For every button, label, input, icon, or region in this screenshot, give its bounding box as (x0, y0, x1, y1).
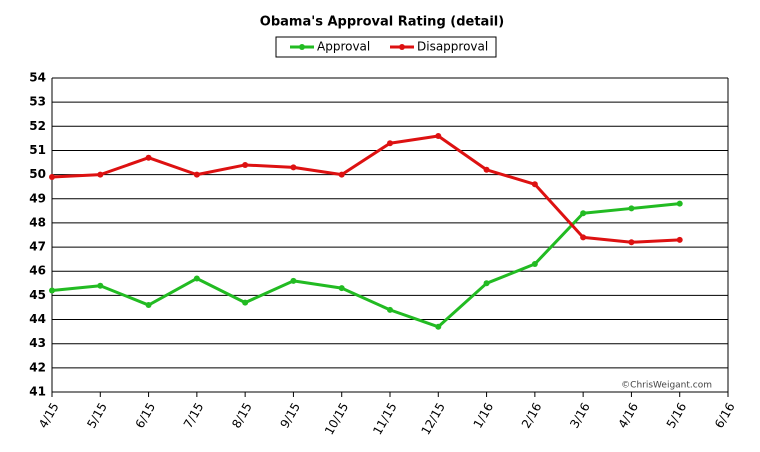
x-tick-label: 10/15 (322, 400, 351, 437)
data-point (435, 132, 442, 139)
y-tick-label: 45 (29, 288, 46, 302)
data-point (97, 171, 104, 178)
data-point (676, 200, 683, 207)
chart-title: Obama's Approval Rating (detail) (260, 15, 504, 30)
legend-dot (299, 44, 305, 50)
data-point (628, 239, 635, 246)
x-tick-label: 11/15 (370, 400, 399, 437)
x-tick-label: 3/16 (567, 400, 593, 430)
y-tick-label: 49 (29, 191, 46, 205)
y-tick-label: 54 (29, 71, 46, 85)
legend-dot (399, 44, 405, 50)
series-line (51, 134, 680, 244)
data-point (338, 171, 345, 178)
x-tick-label: 5/16 (664, 400, 690, 430)
x-tick-label: 2/16 (519, 400, 545, 430)
data-point (97, 282, 104, 289)
y-tick-label: 48 (29, 215, 46, 229)
data-point (531, 260, 538, 267)
data-point (580, 210, 587, 217)
series-line (51, 202, 680, 329)
data-point (49, 287, 55, 294)
y-tick-label: 42 (29, 360, 46, 374)
data-point (145, 302, 152, 309)
watermark: ©ChrisWeigant.com (621, 381, 712, 391)
x-tick-label: 4/15 (36, 400, 62, 430)
data-point (242, 161, 249, 168)
data-point (483, 166, 490, 173)
data-point (145, 154, 152, 161)
x-tick-label: 12/15 (418, 400, 447, 437)
x-tick-label: 5/15 (84, 400, 110, 430)
legend-label: Disapproval (417, 40, 488, 54)
data-point (49, 174, 55, 181)
data-point (483, 280, 490, 287)
data-point (193, 275, 200, 282)
x-tick-label: 4/16 (615, 400, 641, 430)
y-tick-label: 51 (29, 143, 46, 157)
data-point (531, 181, 538, 188)
x-tick-label: 7/15 (181, 400, 207, 430)
y-tick-label: 43 (29, 336, 46, 350)
data-point (338, 285, 345, 292)
legend-label: Approval (317, 40, 370, 54)
y-tick-label: 50 (29, 167, 46, 181)
data-point (676, 236, 683, 243)
data-point (435, 323, 442, 330)
data-point (290, 164, 297, 171)
data-point (193, 171, 200, 178)
data-point (387, 306, 393, 313)
x-tick-label: 8/15 (229, 400, 255, 430)
y-tick-label: 47 (29, 240, 46, 254)
x-tick-label: 9/15 (277, 400, 303, 430)
y-tick-label: 46 (29, 264, 46, 278)
y-tick-label: 44 (29, 312, 46, 326)
data-point (628, 205, 635, 212)
y-tick-label: 53 (29, 95, 46, 109)
x-tick-label: 6/15 (133, 400, 159, 430)
data-point (242, 299, 249, 306)
data-point (290, 277, 297, 284)
y-tick-label: 52 (29, 119, 46, 133)
data-point (387, 140, 393, 147)
x-tick-label: 1/16 (471, 400, 497, 430)
legend-box (275, 36, 497, 58)
data-point (580, 234, 587, 241)
x-tick-label: 6/16 (712, 400, 738, 430)
y-tick-label: 41 (29, 385, 46, 399)
